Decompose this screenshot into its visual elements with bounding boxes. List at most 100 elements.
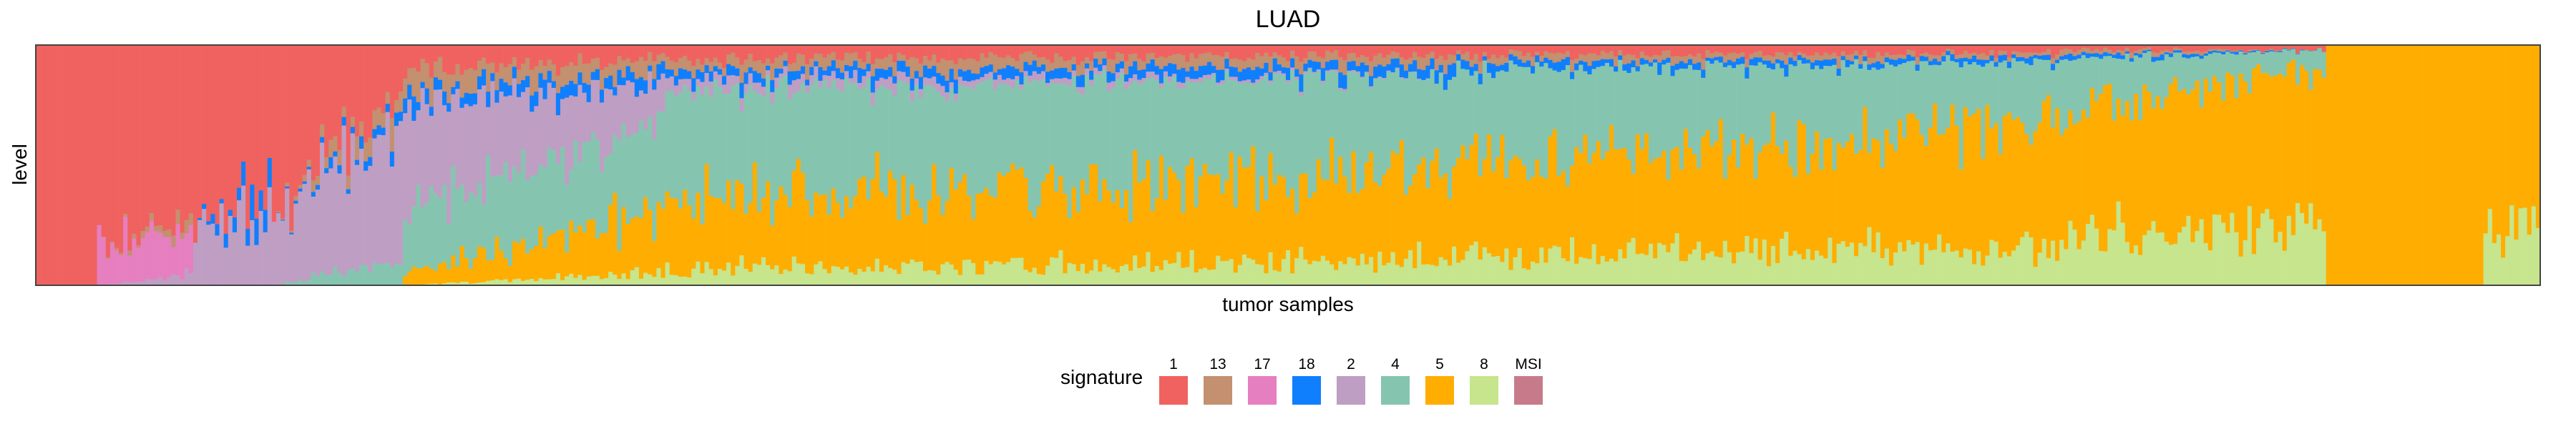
bar-segment-18	[696, 69, 701, 79]
bar-segment-18	[1745, 67, 1750, 79]
bar-segment-5	[1626, 159, 1631, 243]
bar-segment-5	[2409, 45, 2414, 286]
bar-segment-1	[547, 45, 552, 60]
bar-segment-4	[922, 85, 928, 225]
bar-segment-18	[223, 234, 229, 248]
bar-segment-2	[167, 277, 172, 286]
bar-segment-1	[766, 45, 771, 59]
bar-segment-8	[630, 270, 635, 286]
bar-segment-4	[791, 93, 797, 171]
bar-segment-1	[92, 45, 97, 286]
bar-segment-1	[1054, 45, 1059, 54]
bar-segment-1	[1898, 45, 1903, 55]
bar-segment-4	[1579, 64, 1584, 154]
bar-segment-5	[560, 230, 565, 281]
bar-segment-4	[2238, 51, 2243, 74]
bar-segment-1	[1316, 45, 1322, 57]
bar-segment-1	[1430, 45, 1435, 52]
bar-segment-5	[957, 182, 963, 275]
bar-segment-1	[206, 45, 211, 222]
bar-segment-4	[2255, 50, 2261, 65]
bar-segment-5	[1963, 107, 1968, 249]
bar-segment-13	[853, 52, 858, 61]
bar-segment-1	[748, 45, 753, 54]
bar-segment-13	[905, 59, 910, 67]
bar-segment-2	[232, 232, 238, 286]
bar-segment-4	[2138, 57, 2143, 121]
bar-segment-5	[468, 268, 474, 285]
bar-segment-1	[1224, 45, 1229, 52]
bar-segment-18	[2116, 52, 2121, 59]
bar-segment-1	[437, 45, 443, 57]
bar-segment-5	[1342, 176, 1347, 265]
bar-segment-13	[1810, 55, 1815, 63]
bar-segment-18	[713, 66, 718, 72]
bar-segment-13	[123, 214, 128, 217]
bar-segment-4	[687, 91, 692, 206]
bar-segment-2	[1045, 83, 1050, 87]
bar-segment-1	[874, 45, 880, 59]
bar-segment-4	[1574, 70, 1579, 148]
bar-segment-5	[1460, 145, 1465, 260]
bar-segment-1	[992, 45, 998, 55]
bar-segment-18	[2186, 54, 2191, 59]
bar-segment-2	[132, 282, 137, 286]
bar-segment-4	[2286, 50, 2292, 64]
bar-segment-1	[1137, 45, 1142, 59]
bar-segment-18	[1355, 66, 1361, 72]
bar-segment-4	[1198, 82, 1204, 177]
bar-segment-5	[2172, 77, 2178, 245]
bar-segment-1	[909, 45, 915, 57]
bar-segment-4	[1272, 73, 1278, 185]
bar-segment-18	[1075, 76, 1081, 88]
bar-segment-1	[2024, 45, 2029, 53]
bar-segment-4	[796, 91, 801, 159]
bar-segment-13	[835, 59, 841, 69]
bar-segment-2	[984, 74, 989, 80]
bar-segment-1	[590, 45, 596, 59]
bar-segment-18	[1531, 66, 1536, 74]
bar-segment-1	[1334, 45, 1339, 51]
bar-segment-5	[1958, 169, 1964, 258]
bar-segment-18	[691, 78, 696, 92]
bar-segment-13	[1268, 56, 1273, 73]
bar-segment-8	[2487, 209, 2493, 286]
bar-segment-8	[1644, 255, 1649, 286]
bar-segment-1	[468, 45, 474, 69]
bar-segment-1	[403, 45, 408, 79]
bar-segment-13	[1591, 53, 1596, 61]
bar-segment-1	[835, 45, 841, 60]
bar-segment-8	[643, 272, 648, 286]
bar-segment-18	[2024, 58, 2029, 64]
bar-segment-13	[967, 58, 972, 70]
bar-segment-8	[1040, 275, 1046, 286]
bar-segment-13	[188, 212, 194, 226]
bar-segment-18	[731, 66, 736, 76]
bar-segment-8	[922, 271, 928, 286]
bar-segment-13	[2099, 51, 2104, 55]
bar-segment-2	[1277, 70, 1282, 74]
bar-segment-18	[2094, 53, 2099, 58]
bar-segment-5	[2195, 80, 2200, 232]
bar-segment-5	[2269, 77, 2274, 220]
bar-segment-13	[1264, 52, 1269, 64]
bar-segment-2	[420, 88, 425, 207]
bar-segment-8	[2155, 232, 2160, 286]
bar-segment-13	[2295, 53, 2301, 54]
bar-segment-13	[1880, 56, 1885, 64]
bar-segment-1	[2085, 45, 2091, 49]
bar-segment-13	[1932, 55, 1938, 59]
bar-segment-1	[398, 45, 404, 92]
bar-segment-5	[1753, 178, 1758, 239]
bar-segment-5	[2356, 45, 2361, 286]
bar-segment-5	[2064, 129, 2069, 250]
bar-segment-18	[735, 68, 740, 77]
bar-segment-4	[1496, 72, 1501, 158]
bar-segment-4	[665, 91, 670, 192]
bar-segment-13	[826, 54, 831, 66]
bar-segment-8	[1780, 238, 1785, 286]
bar-segment-5	[2448, 45, 2454, 286]
bar-segment-8	[608, 272, 613, 286]
bar-segment-2	[236, 200, 242, 286]
bar-segment-4	[708, 97, 714, 196]
